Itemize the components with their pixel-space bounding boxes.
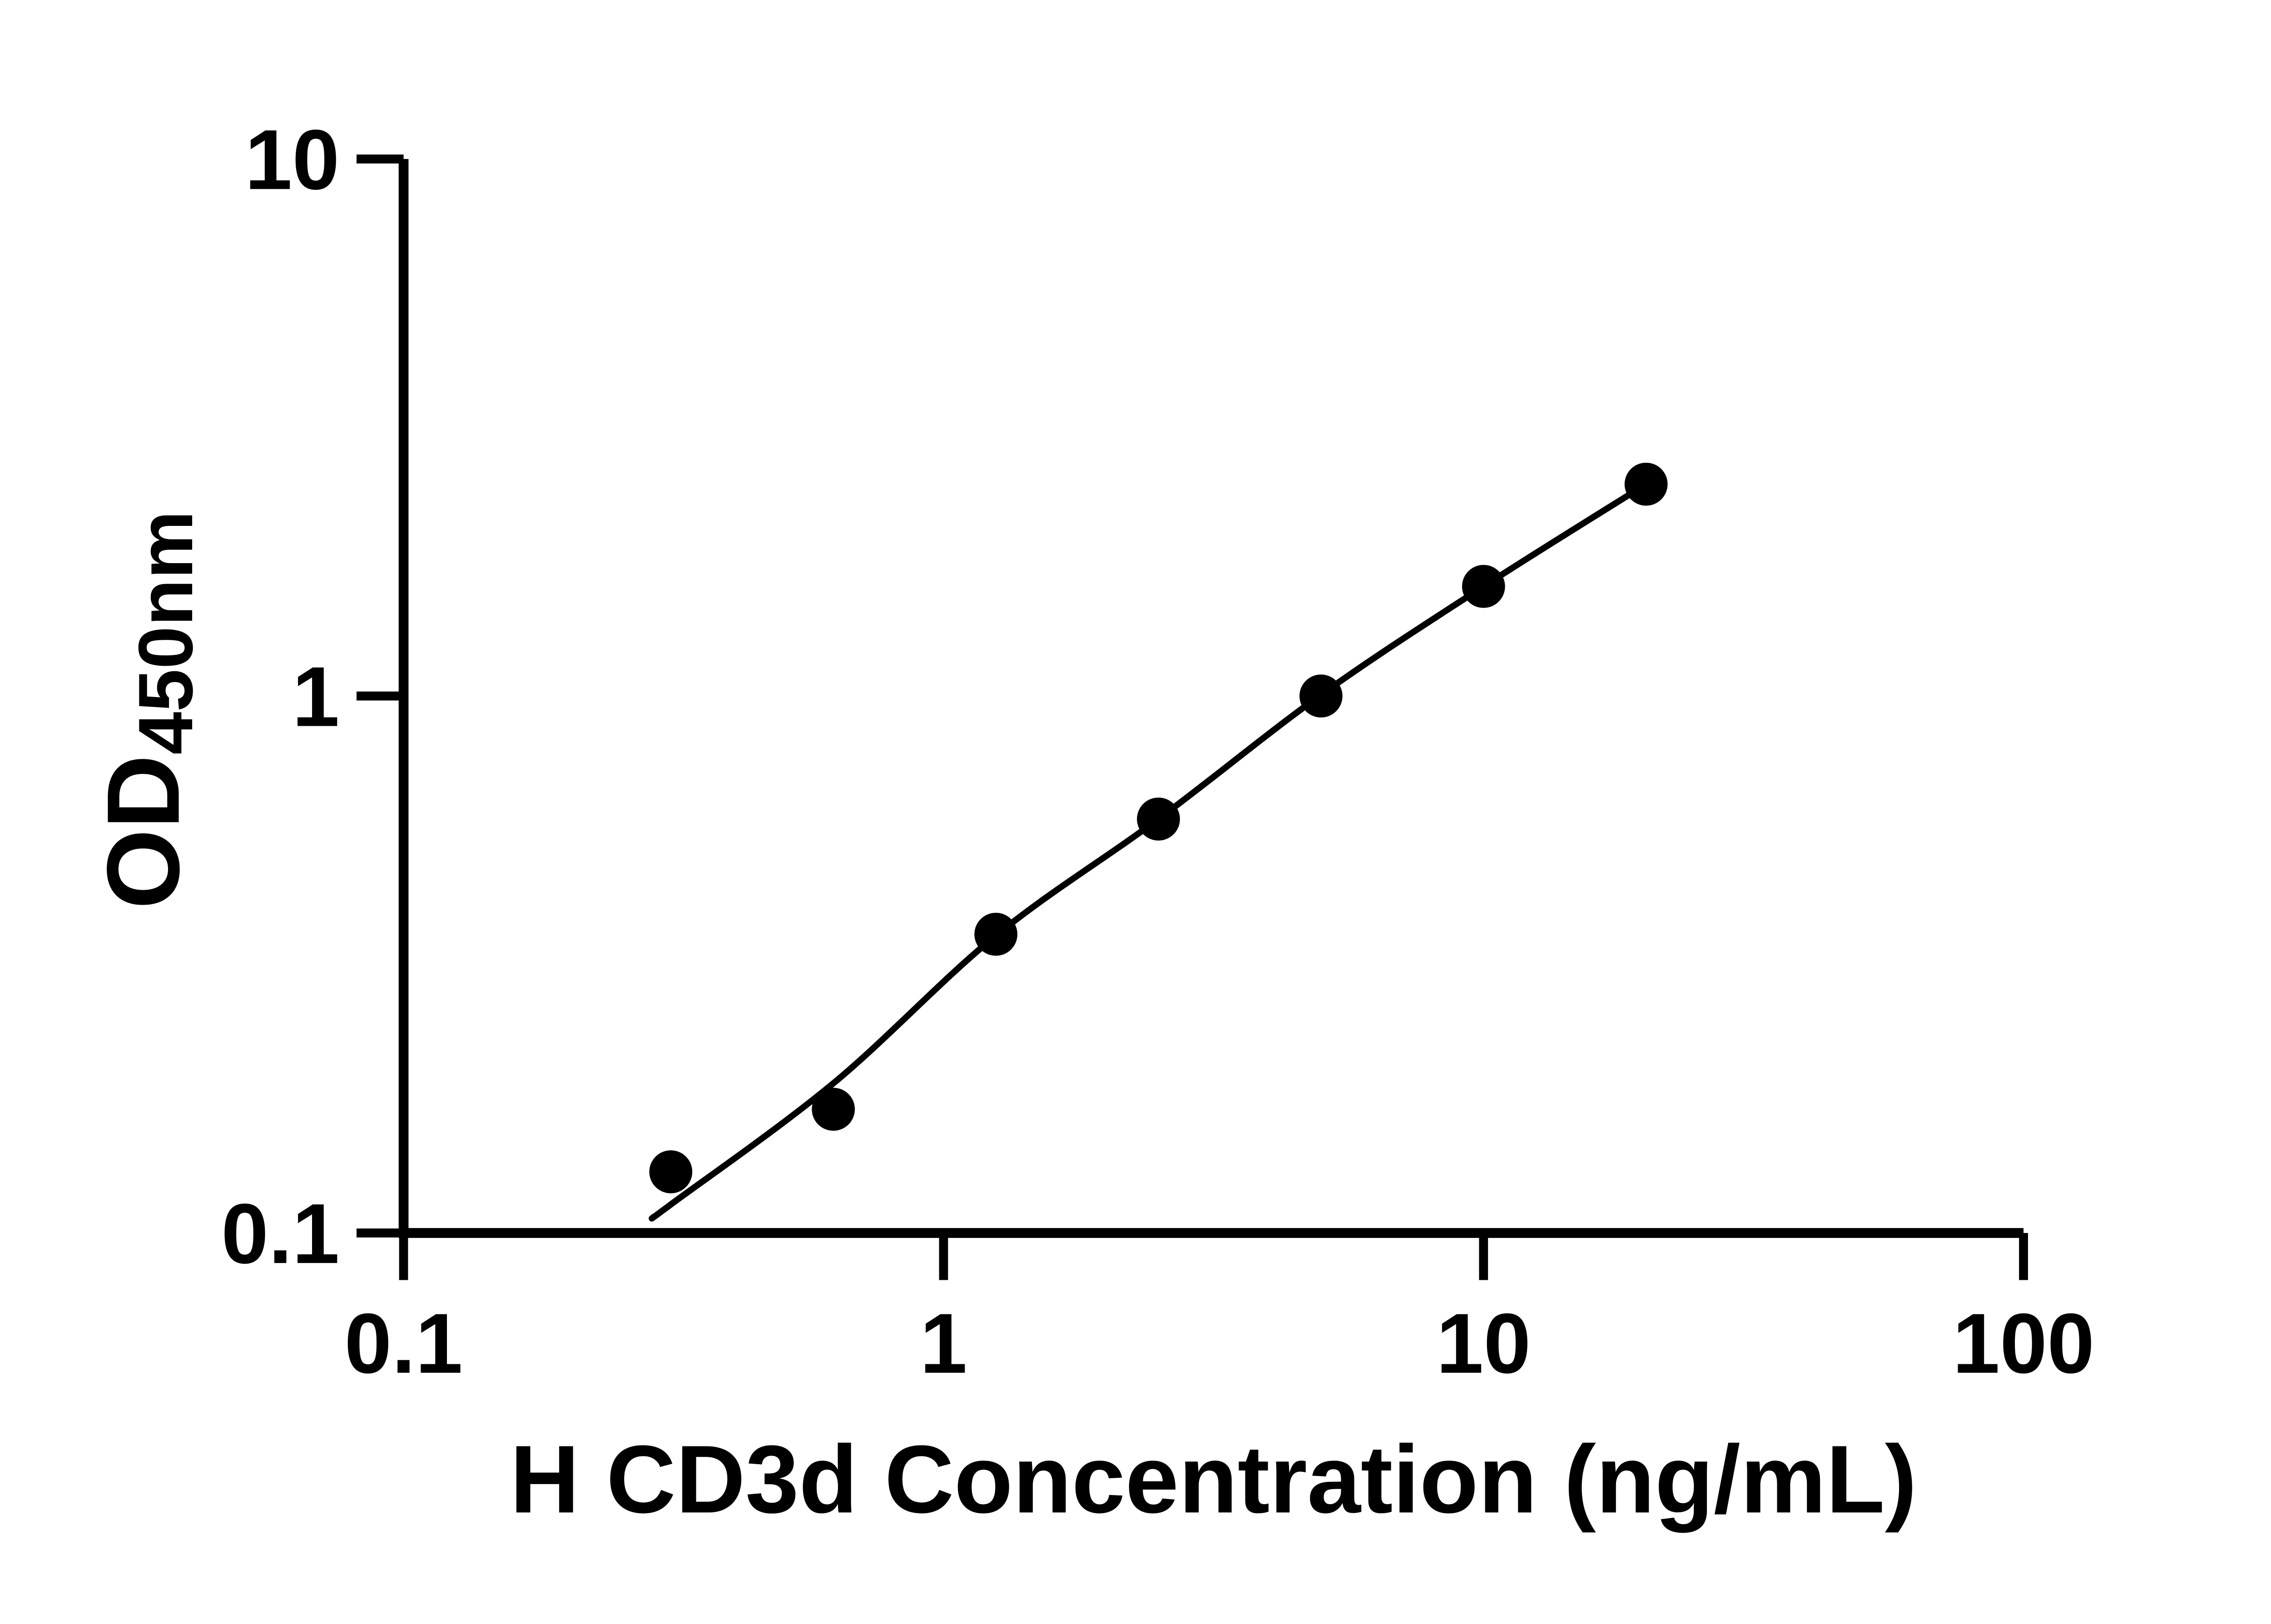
x-tick-label: 100 [1953,1296,2095,1391]
x-tick-label: 0.1 [344,1296,462,1391]
y-axis-title-subscript: 450nm [122,510,208,754]
data-point-marker [1462,564,1505,608]
y-tick-label: 1 [292,649,339,744]
chart-plot-area: 0.1 1 10 100 10 1 0.1 [221,112,2094,1391]
data-point-marker [974,912,1017,956]
data-point-marker [812,1088,855,1131]
y-axis-title-main: OD [86,755,201,909]
data-point-marker [1299,674,1343,718]
y-tick-label: 0.1 [221,1186,339,1281]
data-point-marker [649,1150,693,1193]
y-axis-title: OD450nm [86,510,208,909]
data-point-marker [1137,797,1180,841]
x-tick-label: 1 [920,1296,967,1391]
data-point-marker [1624,462,1668,506]
y-tick-label: 10 [245,112,339,207]
x-tick-label: 10 [1436,1296,1531,1391]
x-axis-title: H CD3d Concentration (ng/mL) [510,1425,1917,1533]
